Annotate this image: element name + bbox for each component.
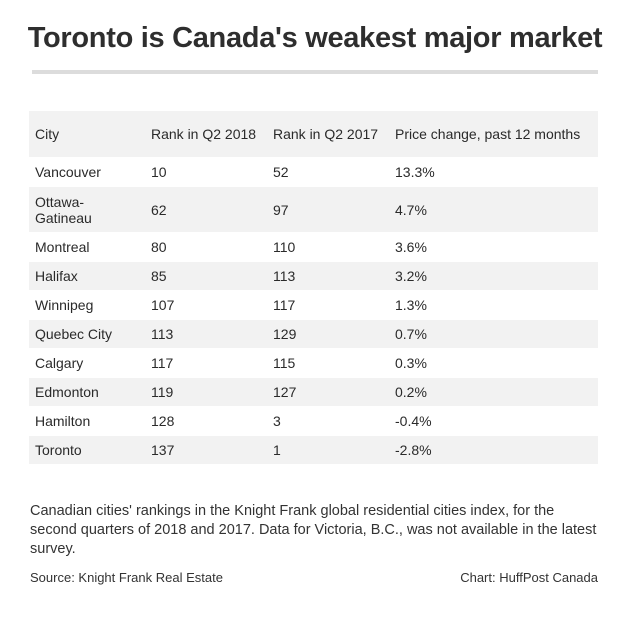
cell-rank-2018: 117: [151, 355, 174, 371]
cell-rank-2017: 52: [273, 164, 289, 180]
cell-rank-2017: 110: [273, 239, 296, 255]
cell-price-change: 0.3%: [395, 355, 427, 371]
table-row: Quebec City 113 129 0.7%: [29, 320, 598, 348]
chart-title: Toronto is Canada's weakest major market: [27, 22, 603, 54]
table-row: Calgary 117 115 0.3%: [29, 349, 598, 377]
cell-price-change: -0.4%: [395, 413, 432, 429]
table-row: Hamilton 128 3 -0.4%: [29, 407, 598, 435]
cell-city: Vancouver: [35, 164, 101, 180]
table-row: Ottawa-Gatineau 62 97 4.7%: [29, 187, 598, 232]
cell-rank-2017: 127: [267, 378, 389, 406]
cell-rank-2017: 115: [273, 355, 296, 371]
column-header-rank-2017: Rank in Q2 2017: [267, 111, 389, 157]
chart-credit: Chart: HuffPost Canada: [460, 570, 598, 585]
rankings-table: City Rank in Q2 2018 Rank in Q2 2017 Pri…: [29, 110, 598, 465]
cell-rank-2018: 128: [151, 413, 175, 429]
cell-price-change: -2.8%: [389, 436, 598, 464]
cell-city: Montreal: [35, 239, 90, 255]
cell-rank-2018: 10: [151, 164, 167, 180]
cell-city: Toronto: [29, 436, 145, 464]
table-row: Vancouver 10 52 13.3%: [29, 158, 598, 186]
cell-price-change: 3.6%: [395, 239, 427, 255]
cell-rank-2018: 137: [145, 436, 267, 464]
cell-rank-2017: 113: [267, 262, 389, 290]
column-header-rank-2018: Rank in Q2 2018: [145, 111, 267, 157]
cell-rank-2018: 62: [145, 187, 267, 232]
cell-rank-2017: 117: [273, 297, 296, 313]
cell-price-change: 13.3%: [395, 164, 435, 180]
cell-rank-2017: 97: [267, 187, 389, 232]
cell-city: Winnipeg: [35, 297, 94, 313]
cell-city: Halifax: [29, 262, 145, 290]
cell-price-change: 1.3%: [395, 297, 427, 313]
source-note: Source: Knight Frank Real Estate: [30, 570, 223, 585]
cell-price-change: 3.2%: [389, 262, 598, 290]
column-header-price-change: Price change, past 12 months: [389, 111, 598, 157]
column-header-city: City: [29, 111, 145, 157]
table-body: Vancouver 10 52 13.3% Ottawa-Gatineau 62 97 4.7…: [29, 158, 598, 464]
table-row: Winnipeg 107 117 1.3%: [29, 291, 598, 319]
cell-rank-2017: 3: [273, 413, 281, 429]
table-row: Toronto 137 1 -2.8%: [29, 436, 598, 464]
cell-price-change: 0.2%: [389, 378, 598, 406]
cell-price-change: 0.7%: [389, 320, 598, 348]
cell-rank-2018: 85: [145, 262, 267, 290]
header-row: City Rank in Q2 2018 Rank in Q2 2017 Pri…: [29, 111, 598, 157]
table-row: Edmonton 119 127 0.2%: [29, 378, 598, 406]
cell-price-change: 4.7%: [389, 187, 598, 232]
cell-city: Ottawa-Gatineau: [29, 187, 145, 232]
cell-rank-2017: 1: [267, 436, 389, 464]
cell-rank-2018: 119: [145, 378, 267, 406]
chart-caption: Canadian cities' rankings in the Knight …: [30, 503, 597, 557]
table-row: Montreal 80 110 3.6%: [29, 233, 598, 261]
cell-city: Calgary: [35, 355, 84, 371]
cell-city: Edmonton: [29, 378, 145, 406]
table-row: Halifax 85 113 3.2%: [29, 262, 598, 290]
cell-rank-2018: 80: [151, 239, 167, 255]
title-divider: [32, 70, 598, 74]
cell-city: Quebec City: [29, 320, 145, 348]
cell-rank-2018: 113: [145, 320, 267, 348]
cell-city: Hamilton: [35, 413, 91, 429]
cell-rank-2018: 107: [151, 297, 175, 313]
cell-rank-2017: 129: [267, 320, 389, 348]
